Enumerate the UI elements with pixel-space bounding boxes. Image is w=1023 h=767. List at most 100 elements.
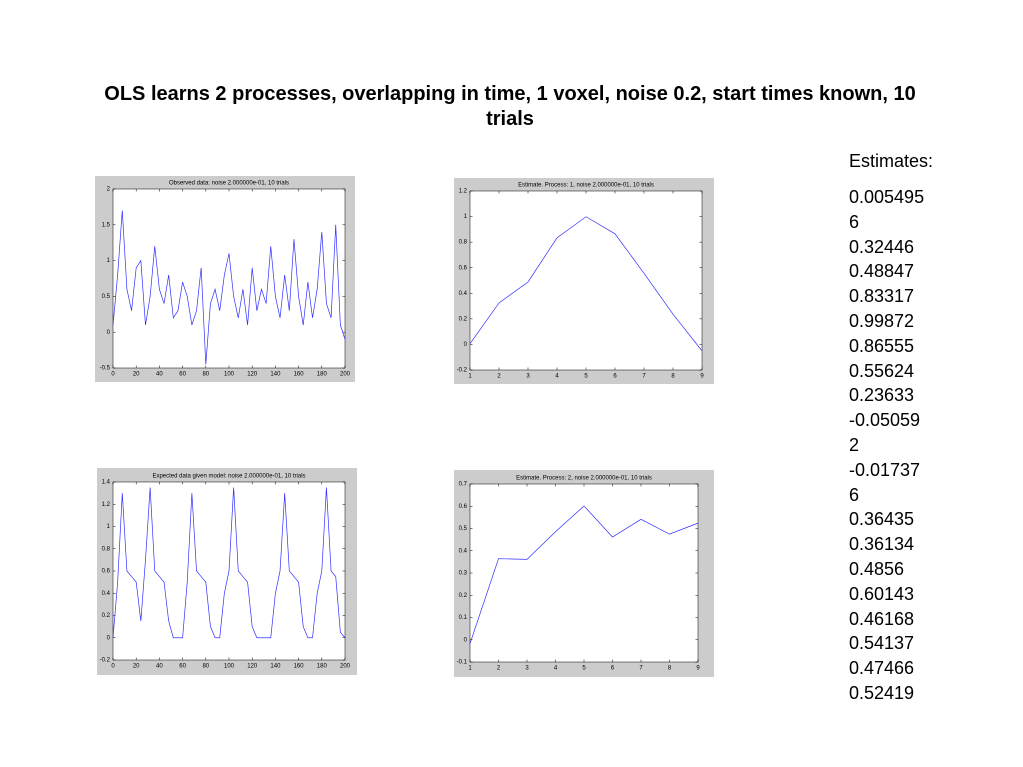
data-line (469, 505, 699, 644)
y-tick-label: 0.3 (459, 571, 468, 577)
estimate-value: 0.48847 (849, 261, 915, 282)
estimate-value: 0.47466 (849, 658, 915, 679)
estimate-value: 0.32446 (849, 236, 915, 257)
estimate-value: 0.54137 (849, 633, 915, 654)
y-tick-label: 0.5 (102, 294, 111, 300)
x-tick-label: 80 (202, 372, 209, 378)
x-tick-label: 120 (247, 372, 258, 378)
x-tick-label: 20 (133, 372, 140, 378)
y-tick-label: 0.4 (459, 291, 468, 297)
estimates-label: Estimates: (849, 151, 934, 171)
y-tick-label: -0.5 (100, 366, 111, 372)
x-tick-label: 6 (613, 374, 617, 380)
y-tick-label: 0.1 (459, 615, 468, 621)
y-tick-label: 1 (464, 214, 468, 220)
y-tick-label: -0.1 (457, 660, 468, 666)
x-tick-label: 7 (639, 666, 643, 672)
y-tick-label: 0.2 (459, 316, 468, 322)
estimate-value: 0.46168 (849, 608, 915, 629)
plot-area (469, 483, 699, 663)
y-tick-label: 0.5 (459, 526, 468, 532)
data-line (469, 216, 703, 352)
y-tick-label: 1.4 (102, 480, 111, 486)
x-tick-label: 5 (584, 374, 588, 380)
estimate-value: 0.0054956 (849, 187, 925, 232)
y-tick-label: 1.5 (102, 222, 111, 228)
x-tick-label: 9 (696, 666, 700, 672)
x-tick-label: 3 (526, 374, 530, 380)
x-tick-label: 100 (224, 372, 235, 378)
x-tick-label: 0 (111, 372, 115, 378)
estimate-value: 0.60143 (849, 583, 915, 604)
y-tick-label: 0 (464, 342, 468, 348)
y-tick-label: 1.2 (459, 189, 468, 195)
x-tick-label: 8 (671, 374, 675, 380)
x-tick-label: 7 (642, 374, 646, 380)
x-tick-label: 200 (340, 372, 351, 378)
x-tick-label: 8 (668, 666, 672, 672)
x-tick-label: 1 (468, 374, 472, 380)
y-tick-label: -0.2 (100, 658, 111, 664)
x-tick-label: 4 (555, 374, 559, 380)
x-tick-label: 40 (156, 664, 163, 670)
chart-title: Estimate. Process: 2, noise 2.000000e-01… (516, 476, 652, 482)
x-tick-label: 9 (700, 374, 704, 380)
data-line (112, 210, 346, 365)
x-tick-label: 100 (224, 664, 235, 670)
x-tick-label: 3 (525, 666, 529, 672)
y-tick-label: 0 (107, 330, 111, 336)
y-tick-label: 1 (107, 524, 111, 530)
estimate-value: 0.99872 (849, 310, 915, 331)
x-tick-label: 60 (179, 372, 186, 378)
estimate-value: -0.017376 (849, 459, 921, 505)
estimate-value: 0.83317 (849, 286, 915, 307)
y-tick-label: -0.2 (457, 368, 468, 374)
x-tick-label: 20 (133, 664, 140, 670)
y-tick-label: 0.2 (459, 593, 468, 599)
x-tick-label: 200 (340, 664, 351, 670)
y-tick-label: 0.4 (459, 548, 468, 554)
y-tick-label: 0 (464, 637, 468, 643)
x-tick-label: 0 (111, 664, 115, 670)
y-tick-label: 0.2 (102, 613, 111, 619)
y-tick-label: 0.7 (459, 482, 468, 488)
estimate-value: 0.4856 (849, 558, 905, 579)
x-tick-label: 2 (497, 666, 501, 672)
page-title: OLS learns 2 processes, overlapping in t… (104, 83, 916, 130)
x-tick-label: 6 (611, 666, 615, 672)
y-tick-label: 0 (107, 635, 111, 641)
x-tick-label: 2 (497, 374, 501, 380)
x-tick-label: 4 (554, 666, 558, 672)
x-tick-label: 1 (468, 666, 472, 672)
chart-title: Estimate. Process: 1, noise 2.000000e-01… (518, 183, 654, 189)
chart-title: Observed data: noise 2.000000e-01, 10 tr… (169, 181, 289, 187)
data-line (112, 487, 346, 639)
estimate-value: 0.52419 (849, 682, 915, 703)
x-tick-label: 180 (317, 372, 328, 378)
y-tick-label: 2 (107, 187, 111, 193)
estimate-value: 0.86555 (849, 335, 915, 356)
x-tick-label: 80 (202, 664, 209, 670)
y-tick-label: 1 (107, 258, 111, 264)
y-tick-label: 0.6 (102, 569, 111, 575)
y-tick-label: 0.6 (459, 265, 468, 271)
y-tick-label: 0.8 (102, 546, 111, 552)
y-tick-label: 0.8 (459, 240, 468, 246)
chart-title: Expected data given model: noise 2.00000… (152, 474, 305, 480)
estimate-value: 0.55624 (849, 360, 915, 381)
estimate-value: 0.23633 (849, 385, 915, 406)
estimate-value: 0.36134 (849, 534, 915, 555)
x-tick-label: 60 (179, 664, 186, 670)
y-tick-label: 0.6 (459, 504, 468, 510)
x-tick-label: 180 (317, 664, 328, 670)
x-tick-label: 5 (582, 666, 586, 672)
x-tick-label: 120 (247, 664, 258, 670)
estimate-value: -0.050592 (849, 410, 921, 455)
x-tick-label: 160 (294, 372, 305, 378)
estimate-value: 0.36435 (849, 509, 915, 530)
x-tick-label: 140 (270, 664, 281, 670)
x-tick-label: 40 (156, 372, 163, 378)
estimates-list: 0.0054956 0.32446 0.48847 0.83317 0.99872 0.8… (849, 185, 927, 706)
